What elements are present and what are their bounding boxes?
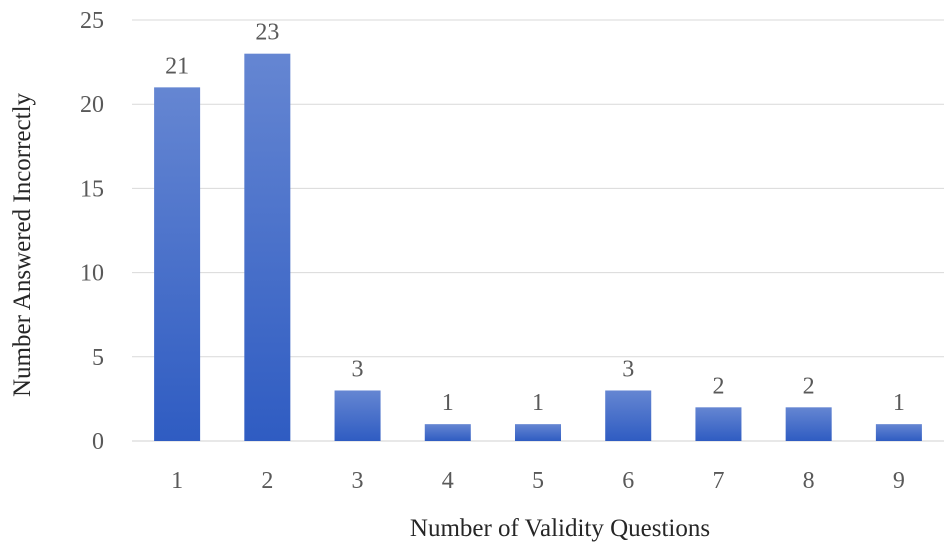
x-tick-label-1: 1: [171, 468, 183, 494]
bar-8: [785, 407, 832, 441]
data-label-3: 3: [352, 356, 364, 382]
y-axis-title: Number Answered Incorrectly: [9, 92, 36, 397]
x-tick-label-9: 9: [893, 468, 905, 494]
y-tick-label: 0: [92, 429, 104, 455]
bar-6: [605, 390, 652, 441]
data-label-7: 2: [712, 373, 724, 399]
data-label-6: 3: [622, 356, 634, 382]
bar-7: [695, 407, 742, 441]
y-axis-tick-labels: 0 5 10 15 20 25: [80, 8, 104, 455]
x-tick-label-8: 8: [803, 468, 815, 494]
x-tick-label-3: 3: [352, 468, 364, 494]
x-tick-label-2: 2: [261, 468, 273, 494]
data-label-2: 23: [255, 20, 279, 46]
bar-4: [424, 424, 471, 441]
x-tick-label-6: 6: [622, 468, 634, 494]
bar-1: [154, 87, 201, 442]
y-tick-label: 15: [80, 176, 104, 202]
data-label-1: 21: [165, 53, 189, 79]
x-tick-label-4: 4: [442, 468, 454, 494]
x-axis-title: Number of Validity Questions: [410, 515, 710, 542]
y-tick-label: 5: [92, 345, 104, 371]
y-tick-label: 25: [80, 8, 104, 34]
x-axis-tick-labels: 1 2 3 4 5 6 7 8 9: [171, 468, 905, 494]
data-label-4: 1: [442, 390, 454, 416]
data-label-5: 1: [532, 390, 544, 416]
data-label-9: 1: [893, 390, 905, 416]
bar-2: [244, 53, 291, 442]
bar-3: [334, 390, 381, 441]
data-label-8: 2: [803, 373, 815, 399]
bar-5: [514, 424, 562, 441]
y-tick-label: 20: [80, 92, 104, 118]
x-tick-label-7: 7: [712, 468, 724, 494]
y-tick-label: 10: [80, 261, 104, 287]
bars: [154, 53, 922, 442]
bar-9: [875, 424, 922, 441]
x-tick-label-5: 5: [532, 468, 544, 494]
